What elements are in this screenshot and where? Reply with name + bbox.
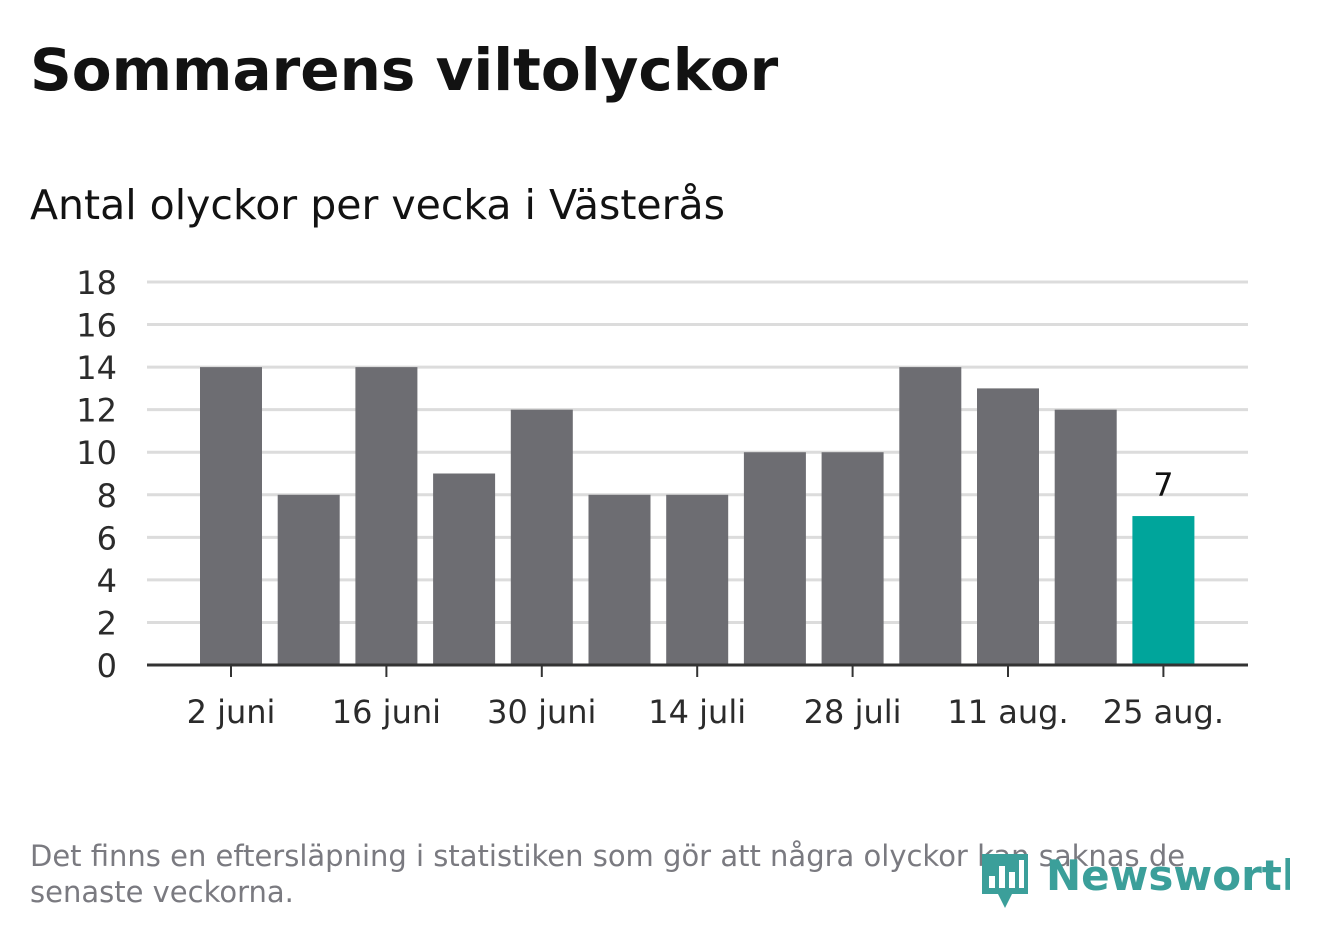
- bar-value-label: 7: [1153, 466, 1173, 504]
- bar: [1054, 409, 1117, 665]
- x-tick-label: 25 aug.: [1103, 693, 1224, 731]
- x-tick-label: 11 aug.: [947, 693, 1068, 731]
- y-tick-label: 14: [76, 349, 117, 387]
- x-axis-ticks: 2 juni 16 juni 30 juni 14 juli 28 juli 11 aug…: [187, 665, 1224, 731]
- x-tick-label: 28 juli: [804, 693, 902, 731]
- bar: [588, 494, 651, 665]
- bar: [821, 452, 884, 665]
- y-tick-label: 2: [97, 604, 117, 642]
- y-tick-label: 10: [76, 434, 117, 472]
- x-tick-label: 16 juni: [332, 693, 441, 731]
- data-labels: 7: [1153, 466, 1173, 504]
- bar: [510, 409, 573, 665]
- y-tick-label: 0: [97, 647, 117, 685]
- bar-highlighted: [1132, 516, 1195, 665]
- bar: [433, 473, 496, 665]
- bar: [743, 452, 806, 665]
- bar: [899, 367, 962, 665]
- newsworthy-logo-icon: Newsworthy: [982, 851, 1290, 908]
- y-tick-label: 12: [76, 392, 117, 430]
- y-axis-ticks: 0 2 4 6 8 10 12 14 16 18: [76, 264, 117, 685]
- bar-chart: 0 2 4 6 8 10 12 14 16 18 2 juni 16 juni 30 juni 14 j…: [76, 264, 1248, 731]
- y-tick-label: 4: [97, 562, 117, 600]
- chart-title: Sommarens viltolyckor: [30, 36, 779, 104]
- y-tick-label: 8: [97, 477, 117, 515]
- y-tick-label: 6: [97, 519, 117, 557]
- y-tick-label: 16: [76, 307, 117, 345]
- chart-subtitle: Antal olyckor per vecka i Västerås: [30, 181, 725, 229]
- bar: [277, 494, 340, 665]
- x-tick-label: 2 juni: [187, 693, 276, 731]
- x-tick-label: 30 juni: [487, 693, 596, 731]
- bar: [355, 367, 418, 665]
- logo-text: Newsworthy: [1046, 851, 1290, 900]
- x-tick-label: 14 juli: [648, 693, 746, 731]
- y-tick-label: 18: [76, 264, 117, 302]
- bar: [666, 494, 729, 665]
- bars: [200, 367, 1195, 665]
- bar: [200, 367, 262, 665]
- bar: [977, 388, 1039, 665]
